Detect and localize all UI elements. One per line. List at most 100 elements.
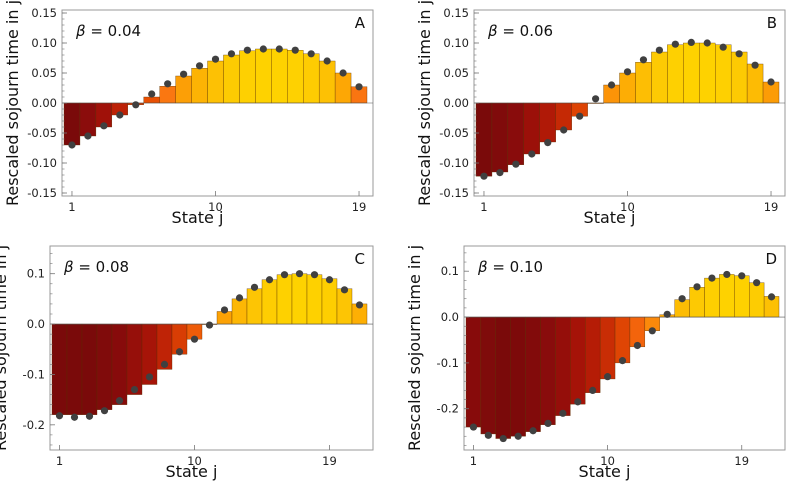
y-axis-label: Rescaled sojourn time in j — [405, 245, 424, 451]
bar — [465, 316, 482, 428]
beta-value: = 0.10 — [492, 258, 543, 276]
y-tick-label: 0.10 — [443, 36, 469, 50]
bar — [667, 44, 684, 104]
data-point — [280, 271, 289, 279]
data-point — [265, 276, 274, 284]
bar — [81, 323, 98, 415]
bar — [510, 316, 526, 437]
beta-annotation: β = 0.06 — [487, 22, 553, 40]
data-point — [496, 169, 504, 177]
x-tick-label: 1 — [56, 454, 63, 468]
data-point — [339, 69, 347, 77]
bar — [143, 96, 160, 104]
data-point — [469, 423, 478, 431]
y-tick-label: 0.0 — [27, 317, 45, 331]
panel-letter: B — [767, 14, 777, 32]
y-tick-label: 0.1 — [441, 264, 459, 278]
data-point — [655, 46, 663, 54]
y-axis-label: Rescaled sojourn time in j — [3, 0, 22, 206]
data-point — [190, 335, 199, 343]
y-tick-label: -0.05 — [439, 126, 469, 140]
data-point — [589, 386, 597, 394]
bar — [291, 273, 308, 325]
data-point — [753, 279, 761, 287]
bar — [306, 274, 323, 325]
plot-frame — [463, 245, 786, 451]
panel-B: -0.15 -0.10 -0.05 0.00 0.05 0.10 0.15 1 10 19 Stat… — [415, 0, 786, 227]
y-axis-label: Rescaled sojourn time in j — [415, 0, 434, 206]
bar — [525, 316, 541, 432]
bar — [683, 42, 700, 104]
bar — [555, 102, 572, 131]
data-point — [259, 45, 267, 53]
data-point — [295, 270, 304, 278]
beta-symbol: β — [75, 22, 90, 40]
bar — [191, 68, 208, 104]
data-point — [544, 419, 552, 428]
data-point — [719, 43, 727, 51]
bar — [231, 298, 248, 325]
bar — [223, 54, 240, 104]
panel-C: -0.2 -0.1 0.0 0.1 1 10 19 State j Rescaled sojou… — [0, 245, 374, 481]
bar — [318, 60, 336, 104]
bar — [585, 316, 601, 393]
data-point — [703, 39, 711, 47]
bar — [570, 316, 586, 405]
data-point — [211, 55, 220, 63]
bar — [523, 102, 540, 155]
data-point — [592, 95, 600, 103]
x-tick-label: 10 — [208, 200, 223, 214]
x-tick-label: 1 — [68, 200, 75, 214]
bar — [749, 282, 765, 318]
data-point — [205, 321, 214, 329]
bar — [614, 316, 631, 364]
y-tick-label: 0.15 — [443, 6, 469, 20]
y-axis-label: Rescaled sojourn time in j — [0, 245, 10, 451]
data-point — [480, 172, 488, 180]
bar — [159, 86, 176, 104]
data-point — [132, 101, 140, 109]
bar — [334, 72, 352, 104]
y-tick-label: -0.10 — [27, 156, 57, 170]
y-tick-label: 0.00 — [31, 96, 57, 110]
x-axis-label: State j — [172, 208, 224, 227]
y-tick-label: -0.10 — [439, 156, 469, 170]
data-point — [68, 141, 76, 149]
data-point — [499, 434, 507, 443]
x-tick-label: 10 — [600, 454, 615, 468]
bar — [111, 323, 128, 405]
beta-value: = 0.04 — [90, 22, 141, 40]
data-point — [604, 373, 612, 381]
data-point — [235, 294, 244, 302]
data-point — [576, 112, 584, 120]
bar — [635, 62, 652, 104]
x-axis-label: State j — [584, 208, 636, 227]
bar — [480, 316, 496, 435]
bar — [246, 288, 263, 325]
y-tick-label: -0.05 — [27, 126, 57, 140]
x-tick-label: 10 — [187, 454, 202, 468]
bar — [651, 51, 668, 104]
bar — [689, 287, 705, 318]
data-point — [85, 412, 94, 420]
bar — [599, 316, 616, 380]
x-tick-label: 19 — [322, 454, 337, 468]
beta-symbol: β — [487, 22, 502, 40]
bar — [746, 63, 764, 104]
x-axis-label: State j — [579, 462, 631, 481]
plot-frame — [49, 245, 374, 451]
bar — [619, 72, 636, 104]
bar — [495, 316, 511, 439]
bar — [507, 102, 525, 165]
data-point — [560, 126, 568, 134]
data-point — [145, 373, 154, 381]
data-point — [355, 83, 363, 91]
data-point — [116, 111, 124, 119]
data-point — [512, 160, 520, 168]
data-point — [180, 70, 188, 78]
bar — [271, 48, 288, 104]
bar — [475, 102, 493, 177]
beta-symbol: β — [63, 258, 78, 276]
data-point — [484, 431, 492, 439]
bar — [540, 316, 556, 425]
